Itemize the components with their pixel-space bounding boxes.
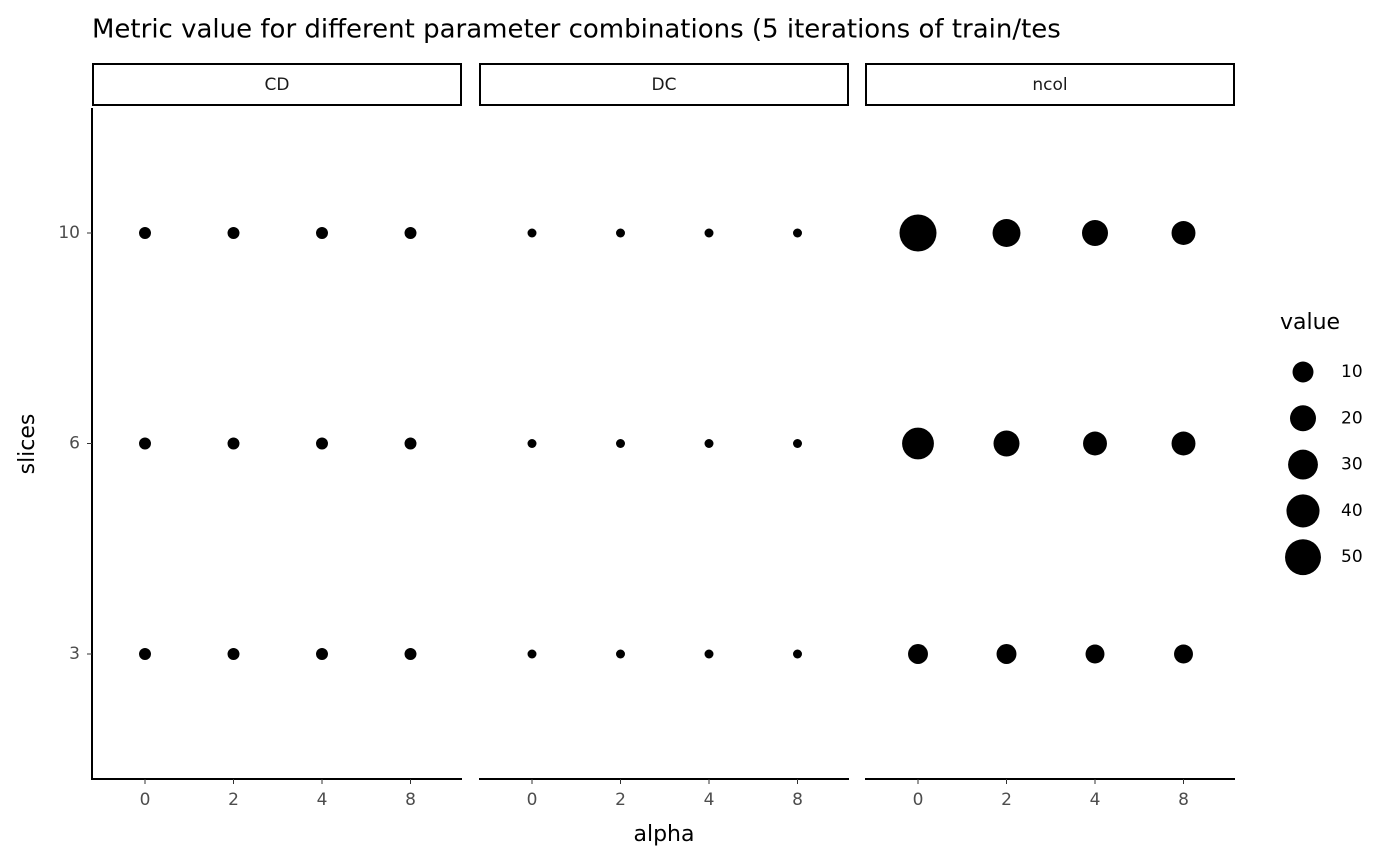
y-tick-label: 3 <box>69 644 80 664</box>
x-tick-label: 2 <box>1001 790 1012 810</box>
y-tick-label: 6 <box>69 434 80 454</box>
point <box>704 228 714 238</box>
legend-key <box>1286 494 1320 528</box>
facet-strip <box>479 63 849 106</box>
point <box>704 439 714 448</box>
legend-key <box>1290 405 1316 432</box>
point <box>902 427 934 460</box>
point <box>227 227 240 239</box>
x-tick-label: 4 <box>1090 790 1101 810</box>
facet-label: ncol <box>1032 75 1067 95</box>
point <box>316 227 328 239</box>
point <box>908 644 928 664</box>
x-tick-label: 4 <box>317 790 328 810</box>
point <box>527 228 537 238</box>
x-tick-label: 0 <box>527 790 538 810</box>
point <box>227 648 240 660</box>
point <box>404 648 417 660</box>
point <box>316 437 328 450</box>
legend-label: 40 <box>1341 501 1363 521</box>
legend-key <box>1292 361 1314 383</box>
point <box>1082 220 1108 246</box>
legend-label: 20 <box>1341 408 1363 428</box>
point <box>1171 431 1196 456</box>
point <box>527 439 537 448</box>
point <box>1171 221 1196 245</box>
x-tick-label: 0 <box>140 790 151 810</box>
y-tick-label: 10 <box>58 223 80 243</box>
point <box>404 437 417 450</box>
point <box>316 648 328 660</box>
x-axis-title: alpha <box>634 822 695 847</box>
legend-label: 10 <box>1341 362 1363 382</box>
legend-label: 30 <box>1341 455 1363 475</box>
point <box>527 649 537 659</box>
point <box>404 227 417 239</box>
point <box>1085 644 1105 664</box>
point <box>793 439 802 448</box>
point <box>704 649 714 659</box>
x-tick-label: 4 <box>704 790 715 810</box>
y-axis-title: slices <box>15 414 40 475</box>
x-tick-label: 8 <box>792 790 803 810</box>
point <box>993 430 1020 457</box>
point <box>1083 431 1107 456</box>
point <box>996 644 1017 664</box>
legend-key <box>1285 539 1321 576</box>
chart-title: Metric value for different parameter com… <box>92 15 1061 45</box>
point <box>793 228 802 238</box>
point <box>139 227 151 239</box>
x-tick-label: 0 <box>913 790 924 810</box>
facet-label: DC <box>652 75 677 95</box>
facet-strip <box>92 63 462 106</box>
point <box>139 648 151 660</box>
legend-label: 50 <box>1341 547 1363 567</box>
point <box>139 437 151 450</box>
x-tick-label: 8 <box>1178 790 1189 810</box>
point <box>616 649 625 659</box>
point <box>1174 644 1193 664</box>
facet-label: CD <box>265 75 290 95</box>
point <box>793 649 802 659</box>
point <box>227 437 240 450</box>
x-tick-label: 2 <box>228 790 239 810</box>
point <box>992 219 1021 247</box>
point <box>616 228 625 238</box>
x-tick-label: 2 <box>615 790 626 810</box>
point <box>616 439 625 448</box>
legend-key <box>1288 449 1318 480</box>
x-tick-label: 8 <box>405 790 416 810</box>
legend-title: value <box>1280 310 1340 335</box>
point <box>899 214 937 252</box>
facet-strip <box>865 63 1235 106</box>
